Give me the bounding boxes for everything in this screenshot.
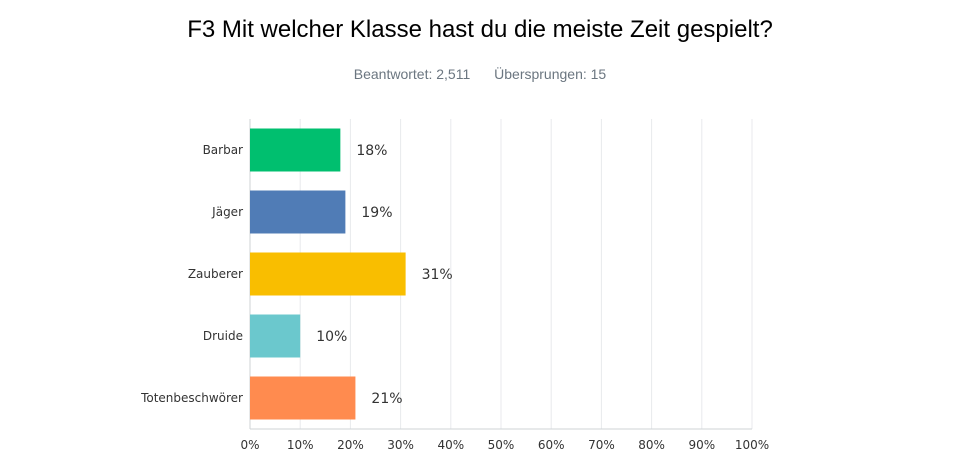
x-tick-label: 60%	[538, 438, 565, 452]
value-label: 18%	[356, 143, 387, 159]
category-label: Druide	[203, 329, 243, 343]
gridlines	[249, 119, 753, 430]
bar-totenbeschwörer	[250, 376, 356, 420]
x-tick-label: 70%	[588, 438, 615, 452]
category-label: Totenbeschwörer	[140, 391, 243, 405]
labels: 0% 10% 20% 30% 40% 50% 60% 70% 80% 90% 100% Barbar 1…	[140, 143, 769, 452]
x-tick-label: 50%	[488, 438, 515, 452]
value-label: 31%	[422, 267, 453, 283]
chart-title: F3 Mit welcher Klasse hast du die meiste…	[187, 16, 773, 43]
bar-druide	[250, 314, 301, 358]
x-tick-label: 10%	[287, 438, 314, 452]
bar-zauberer	[250, 252, 406, 296]
skipped-count: Übersprungen: 15	[494, 66, 607, 82]
bar-barbar	[250, 128, 341, 172]
value-label: 10%	[316, 329, 347, 345]
category-label: Jäger	[211, 205, 243, 219]
x-tick-label: 40%	[437, 438, 464, 452]
x-tick-label: 20%	[337, 438, 364, 452]
x-tick-label: 0%	[240, 438, 259, 452]
bar-jäger	[250, 190, 346, 234]
category-label: Zauberer	[188, 267, 243, 281]
x-tick-label: 100%	[735, 438, 769, 452]
value-label: 21%	[371, 391, 402, 407]
answered-count: Beantwortet: 2,511	[353, 66, 471, 82]
bars	[250, 128, 406, 420]
x-tick-label: 30%	[387, 438, 414, 452]
value-label: 19%	[361, 205, 392, 221]
category-label: Barbar	[203, 143, 243, 157]
x-tick-label: 80%	[638, 438, 665, 452]
response-stats: Beantwortet: 2,511 Übersprungen: 15	[0, 66, 960, 82]
x-tick-label: 90%	[688, 438, 715, 452]
